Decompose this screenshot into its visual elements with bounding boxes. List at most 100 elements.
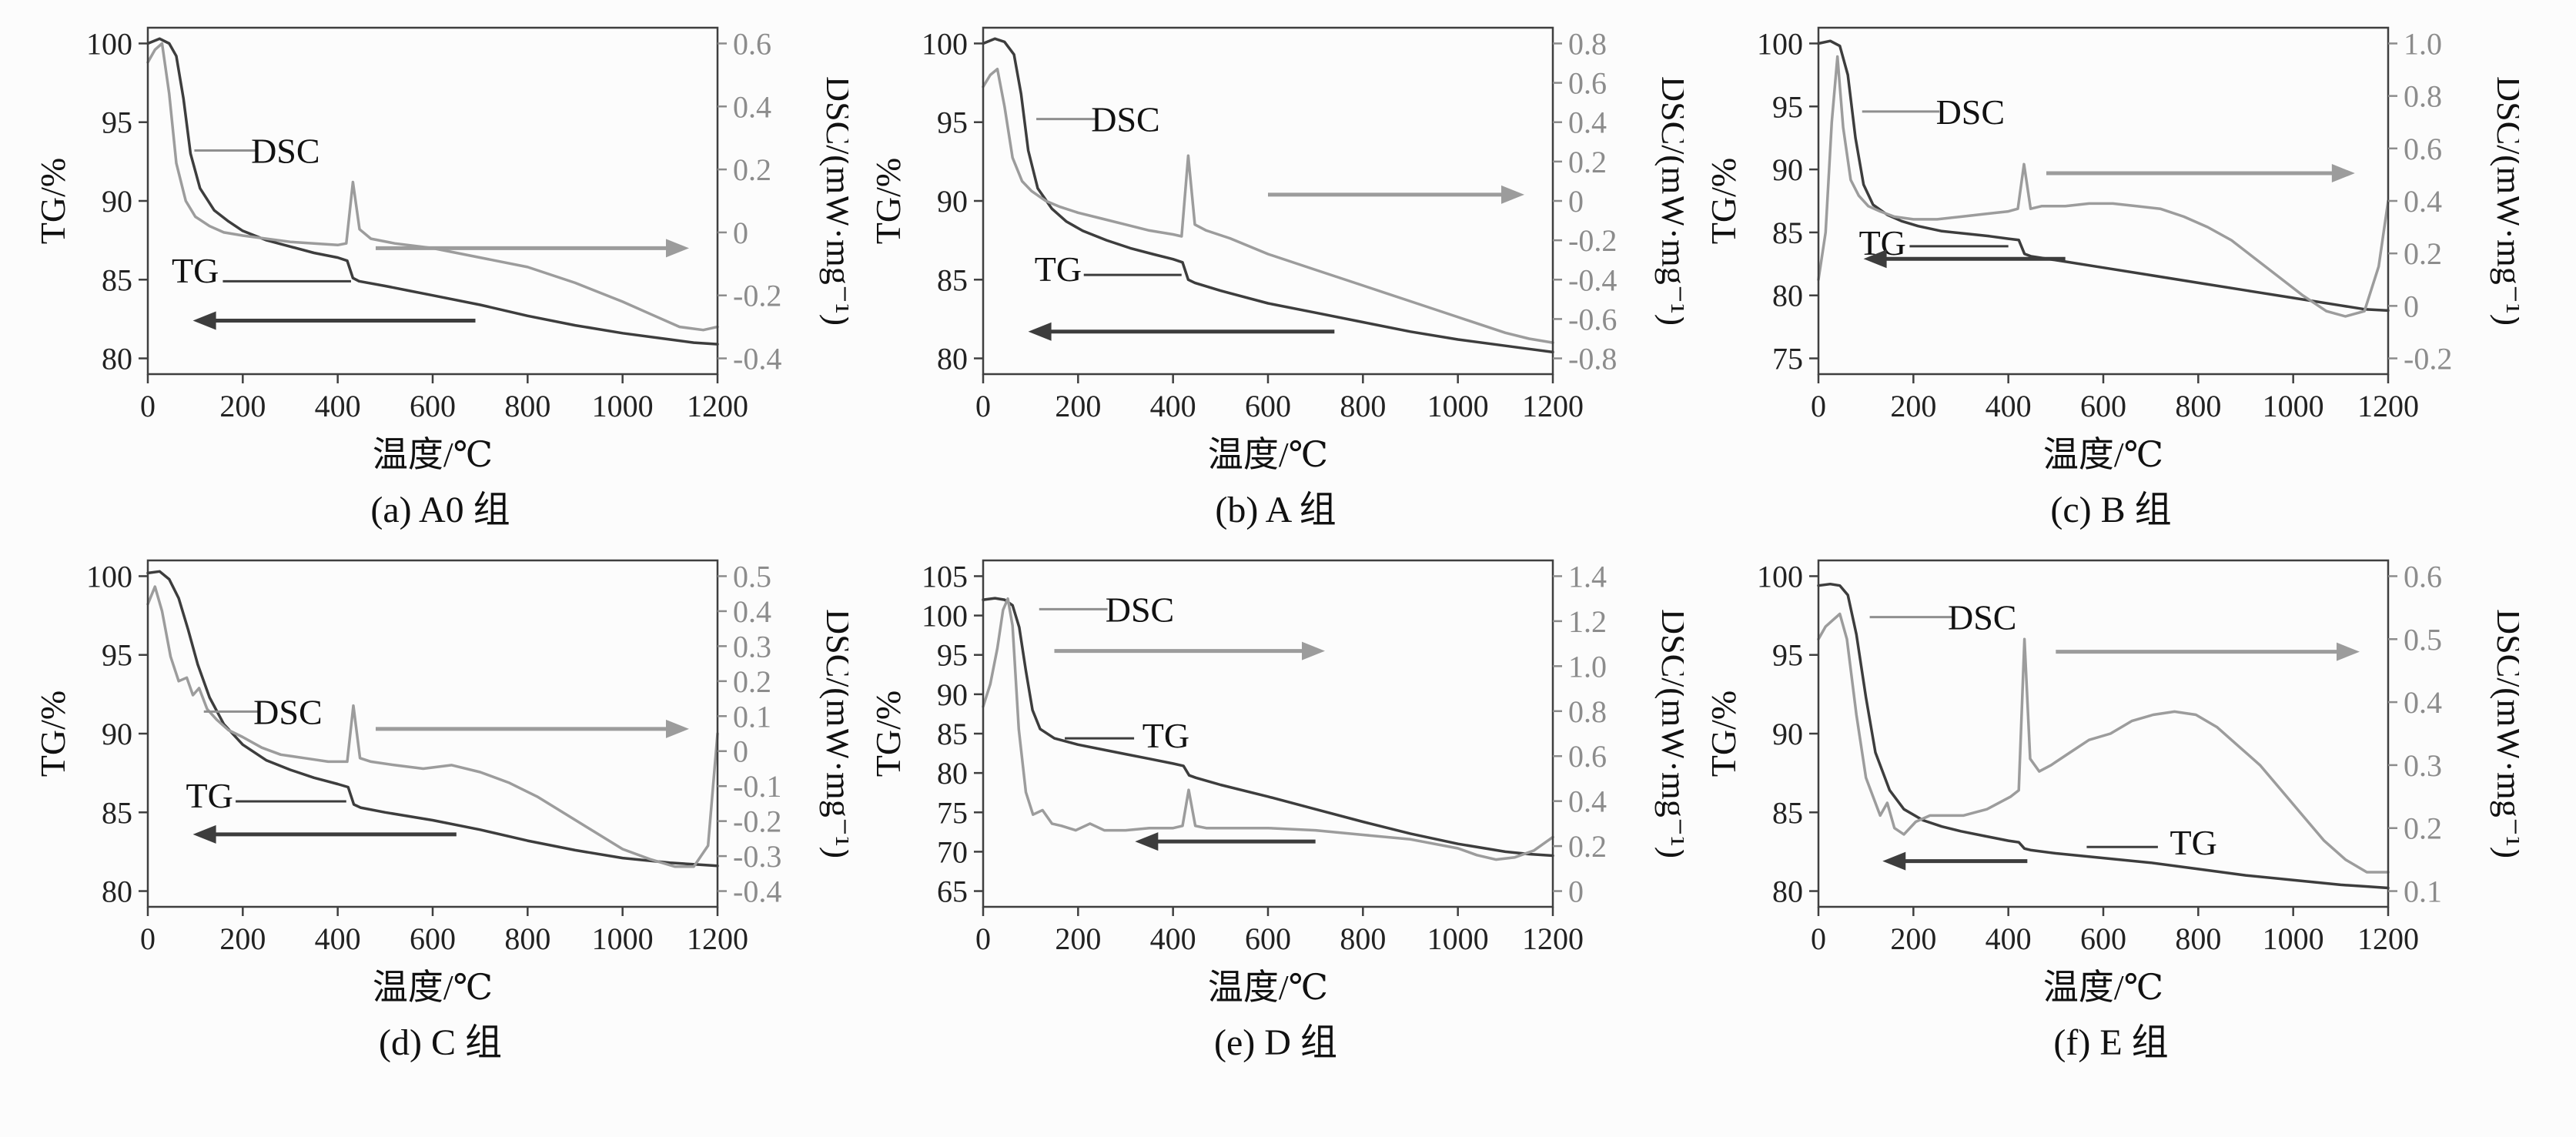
left-tick-label: 85	[937, 263, 968, 297]
curve-label-tg: TG	[186, 776, 233, 815]
tg-dsc-chart-c: 0 200 400 600 800 1000 1200 75 80 85 90 95 100 -0.2 0 0…	[1704, 26, 2519, 474]
dsc-curve	[982, 67, 1554, 344]
dsc-curve	[1817, 612, 2390, 874]
x-tick-label: 800	[504, 389, 550, 423]
right-tick-label: 0.8	[1568, 694, 1607, 729]
x-tick-label: 800	[504, 921, 550, 956]
curve-label-dsc: DSC	[253, 692, 322, 731]
right-arrow-head-icon	[2337, 642, 2360, 661]
right-arrow-head-icon	[2331, 164, 2355, 182]
left-tick-label: 85	[937, 717, 968, 751]
right-tick-label: 0.6	[1568, 739, 1607, 774]
right-tick-label: 0.5	[733, 559, 771, 594]
left-axis-title: TG/%	[33, 691, 72, 777]
left-tick-label: 75	[1772, 342, 1803, 376]
left-tick-label: 95	[102, 105, 132, 140]
right-tick-label: -0.8	[1568, 342, 1617, 376]
x-tick-label: 0	[975, 389, 991, 423]
right-tick-label: 0.4	[2404, 184, 2442, 219]
x-axis-title: 温度/℃	[373, 968, 493, 1007]
x-tick-label: 800	[1340, 921, 1386, 956]
x-tick-label: 600	[2080, 921, 2126, 956]
x-tick-label: 0	[140, 389, 156, 423]
tg-dsc-chart-d: 0 200 400 600 800 1000 1200 80 85 90 95 100 -0.4-0.3…	[33, 559, 848, 1007]
x-tick-label: 600	[1245, 389, 1291, 423]
left-tick-label: 95	[1772, 89, 1803, 124]
right-axis-title: DSC/(mW·mg⁻¹)	[2490, 609, 2519, 858]
x-tick-label: 1200	[2357, 921, 2419, 956]
x-axis-title: 温度/℃	[2043, 435, 2163, 474]
x-tick-label: 1000	[2263, 921, 2324, 956]
chart-panel-f: 0 200 400 600 800 1000 1200 80 85 90 95 100 0.1 0.2 0.…	[1703, 547, 2538, 1065]
right-tick-label: 0.2	[2404, 811, 2442, 846]
figure-grid: 0 200 400 600 800 1000 1200 80 85 90 95 100 -0.4 -0.2…	[32, 14, 2538, 1065]
x-tick-label: 400	[315, 921, 361, 956]
x-tick-label: 0	[1811, 921, 1826, 956]
right-axis-title: DSC/(mW·mg⁻¹)	[2490, 76, 2519, 326]
right-arrow-head-icon	[666, 719, 689, 738]
dsc-curve	[982, 597, 1554, 861]
right-tick-label: 0.6	[733, 26, 771, 61]
x-tick-label: 400	[1150, 921, 1196, 956]
left-arrow-head-icon	[1028, 322, 1052, 341]
x-tick-label: 600	[410, 921, 456, 956]
right-tick-label: 0.2	[1568, 145, 1607, 179]
plot-border	[982, 559, 1554, 908]
left-tick-label: 85	[102, 795, 132, 830]
x-tick-label: 1000	[592, 921, 654, 956]
right-tick-label: 0.3	[733, 629, 771, 664]
x-tick-label: 1200	[1522, 921, 1584, 956]
left-tick-label: 80	[102, 874, 132, 909]
chart-caption-d: (d) C 组	[379, 1022, 502, 1063]
right-tick-label: 0.2	[2404, 236, 2442, 271]
plot-border	[982, 26, 1554, 376]
chart-caption-a: (a) A0 组	[370, 490, 510, 530]
x-tick-label: 1200	[2357, 389, 2419, 423]
tg-curve	[146, 570, 719, 868]
left-tick-label: 90	[1772, 717, 1803, 751]
x-tick-label: 400	[1986, 921, 2032, 956]
left-tick-label: 95	[1772, 638, 1803, 673]
left-tick-label: 100	[1757, 559, 1803, 594]
chart-panel-a: 0 200 400 600 800 1000 1200 80 85 90 95 100 -0.4 -0.2…	[32, 14, 868, 533]
right-arrow-head-icon	[1302, 641, 1325, 660]
right-tick-label: -0.3	[733, 839, 781, 874]
right-tick-label: 0.6	[2404, 559, 2442, 594]
x-tick-label: 0	[1811, 389, 1826, 423]
x-tick-label: 600	[410, 389, 456, 423]
right-tick-label: -0.4	[733, 874, 781, 909]
right-tick-label: 0.4	[733, 89, 771, 124]
x-tick-label: 1000	[2263, 389, 2324, 423]
right-tick-label: 0.1	[2404, 874, 2442, 909]
x-tick-label: 200	[1890, 389, 1936, 423]
chart-caption-c: (c) B 组	[2050, 490, 2172, 530]
right-tick-label: 0.2	[733, 152, 771, 187]
right-tick-label: 0.5	[2404, 622, 2442, 657]
left-tick-label: 65	[937, 874, 968, 909]
right-tick-label: 0	[733, 734, 748, 769]
chart-panel-e: 0 200 400 600 800 1000 1200 65 70 75 80 85 90 95 100 10…	[868, 547, 1703, 1065]
right-tick-label: 0.1	[733, 699, 771, 734]
left-tick-label: 100	[922, 26, 968, 61]
left-axis-title: TG/%	[868, 158, 908, 244]
left-tick-label: 80	[102, 342, 132, 376]
right-tick-label: 0.2	[733, 664, 771, 699]
x-tick-label: 0	[140, 921, 156, 956]
tg-curve	[146, 37, 719, 346]
right-tick-label: 0.3	[2404, 748, 2442, 783]
tg-dsc-chart-b: 0 200 400 600 800 1000 1200 80 85 90 95 100 -0.8 -0.6…	[868, 26, 1684, 474]
left-tick-label: 90	[937, 184, 968, 219]
tg-dsc-chart-e: 0 200 400 600 800 1000 1200 65 70 75 80 85 90 95 100 10…	[868, 559, 1684, 1007]
x-axis-title: 温度/℃	[373, 435, 493, 474]
curve-label-dsc: DSC	[251, 132, 319, 171]
right-tick-label: 0.8	[1568, 26, 1607, 61]
tg-curve	[982, 37, 1554, 354]
left-axis-title: TG/%	[868, 691, 908, 777]
right-tick-label: -0.2	[733, 804, 781, 839]
left-tick-label: 85	[1772, 795, 1803, 830]
right-tick-label: 1.4	[1568, 559, 1607, 594]
curve-label-dsc: DSC	[1948, 598, 2016, 637]
left-axis-title: TG/%	[1704, 158, 1743, 244]
chart-panel-c: 0 200 400 600 800 1000 1200 75 80 85 90 95 100 -0.2 0 0…	[1703, 14, 2538, 533]
left-tick-label: 100	[1757, 26, 1803, 61]
